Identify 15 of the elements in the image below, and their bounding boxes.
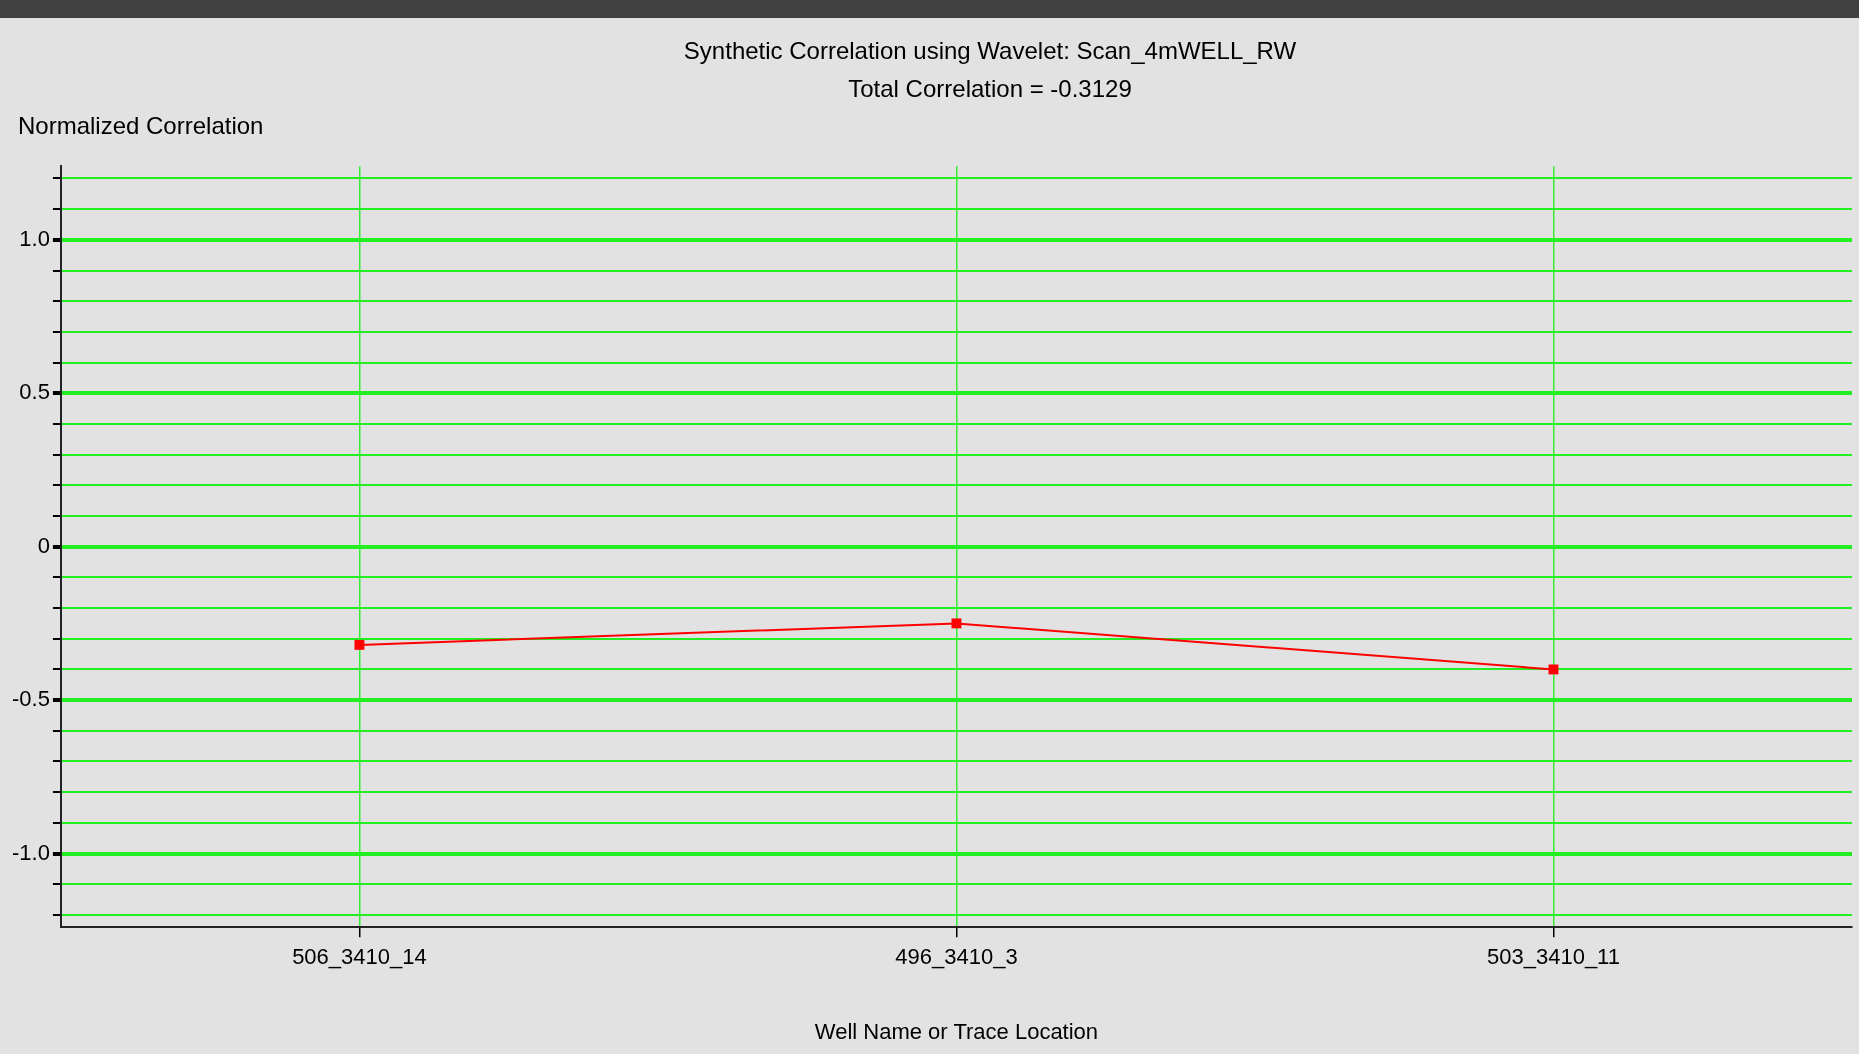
x-axis-title: Well Name or Trace Location: [814, 1018, 1099, 1044]
y-tick-label: 1.0: [19, 225, 50, 251]
point: [951, 618, 962, 629]
point: [1548, 664, 1559, 675]
point: [354, 639, 365, 650]
chart-subtitle: Total Correlation = -0.3129: [847, 74, 1133, 104]
y-axis-title: Normalized Correlation: [18, 112, 264, 140]
y-tick-label: 0.5: [19, 379, 50, 405]
x-tick-label: 496_3410_3: [895, 944, 1018, 970]
x-tick-label: 503_3410_11: [1487, 944, 1620, 970]
x-tick-label: 506_3410_14: [292, 944, 427, 970]
y-tick-label: -0.5: [11, 686, 50, 712]
y-tick-label: 0: [37, 532, 50, 558]
y-tick-label: -1.0: [11, 839, 50, 865]
chart-title: Synthetic Correlation using Wavelet: Scan_4mWELL_RW: [682, 36, 1298, 66]
